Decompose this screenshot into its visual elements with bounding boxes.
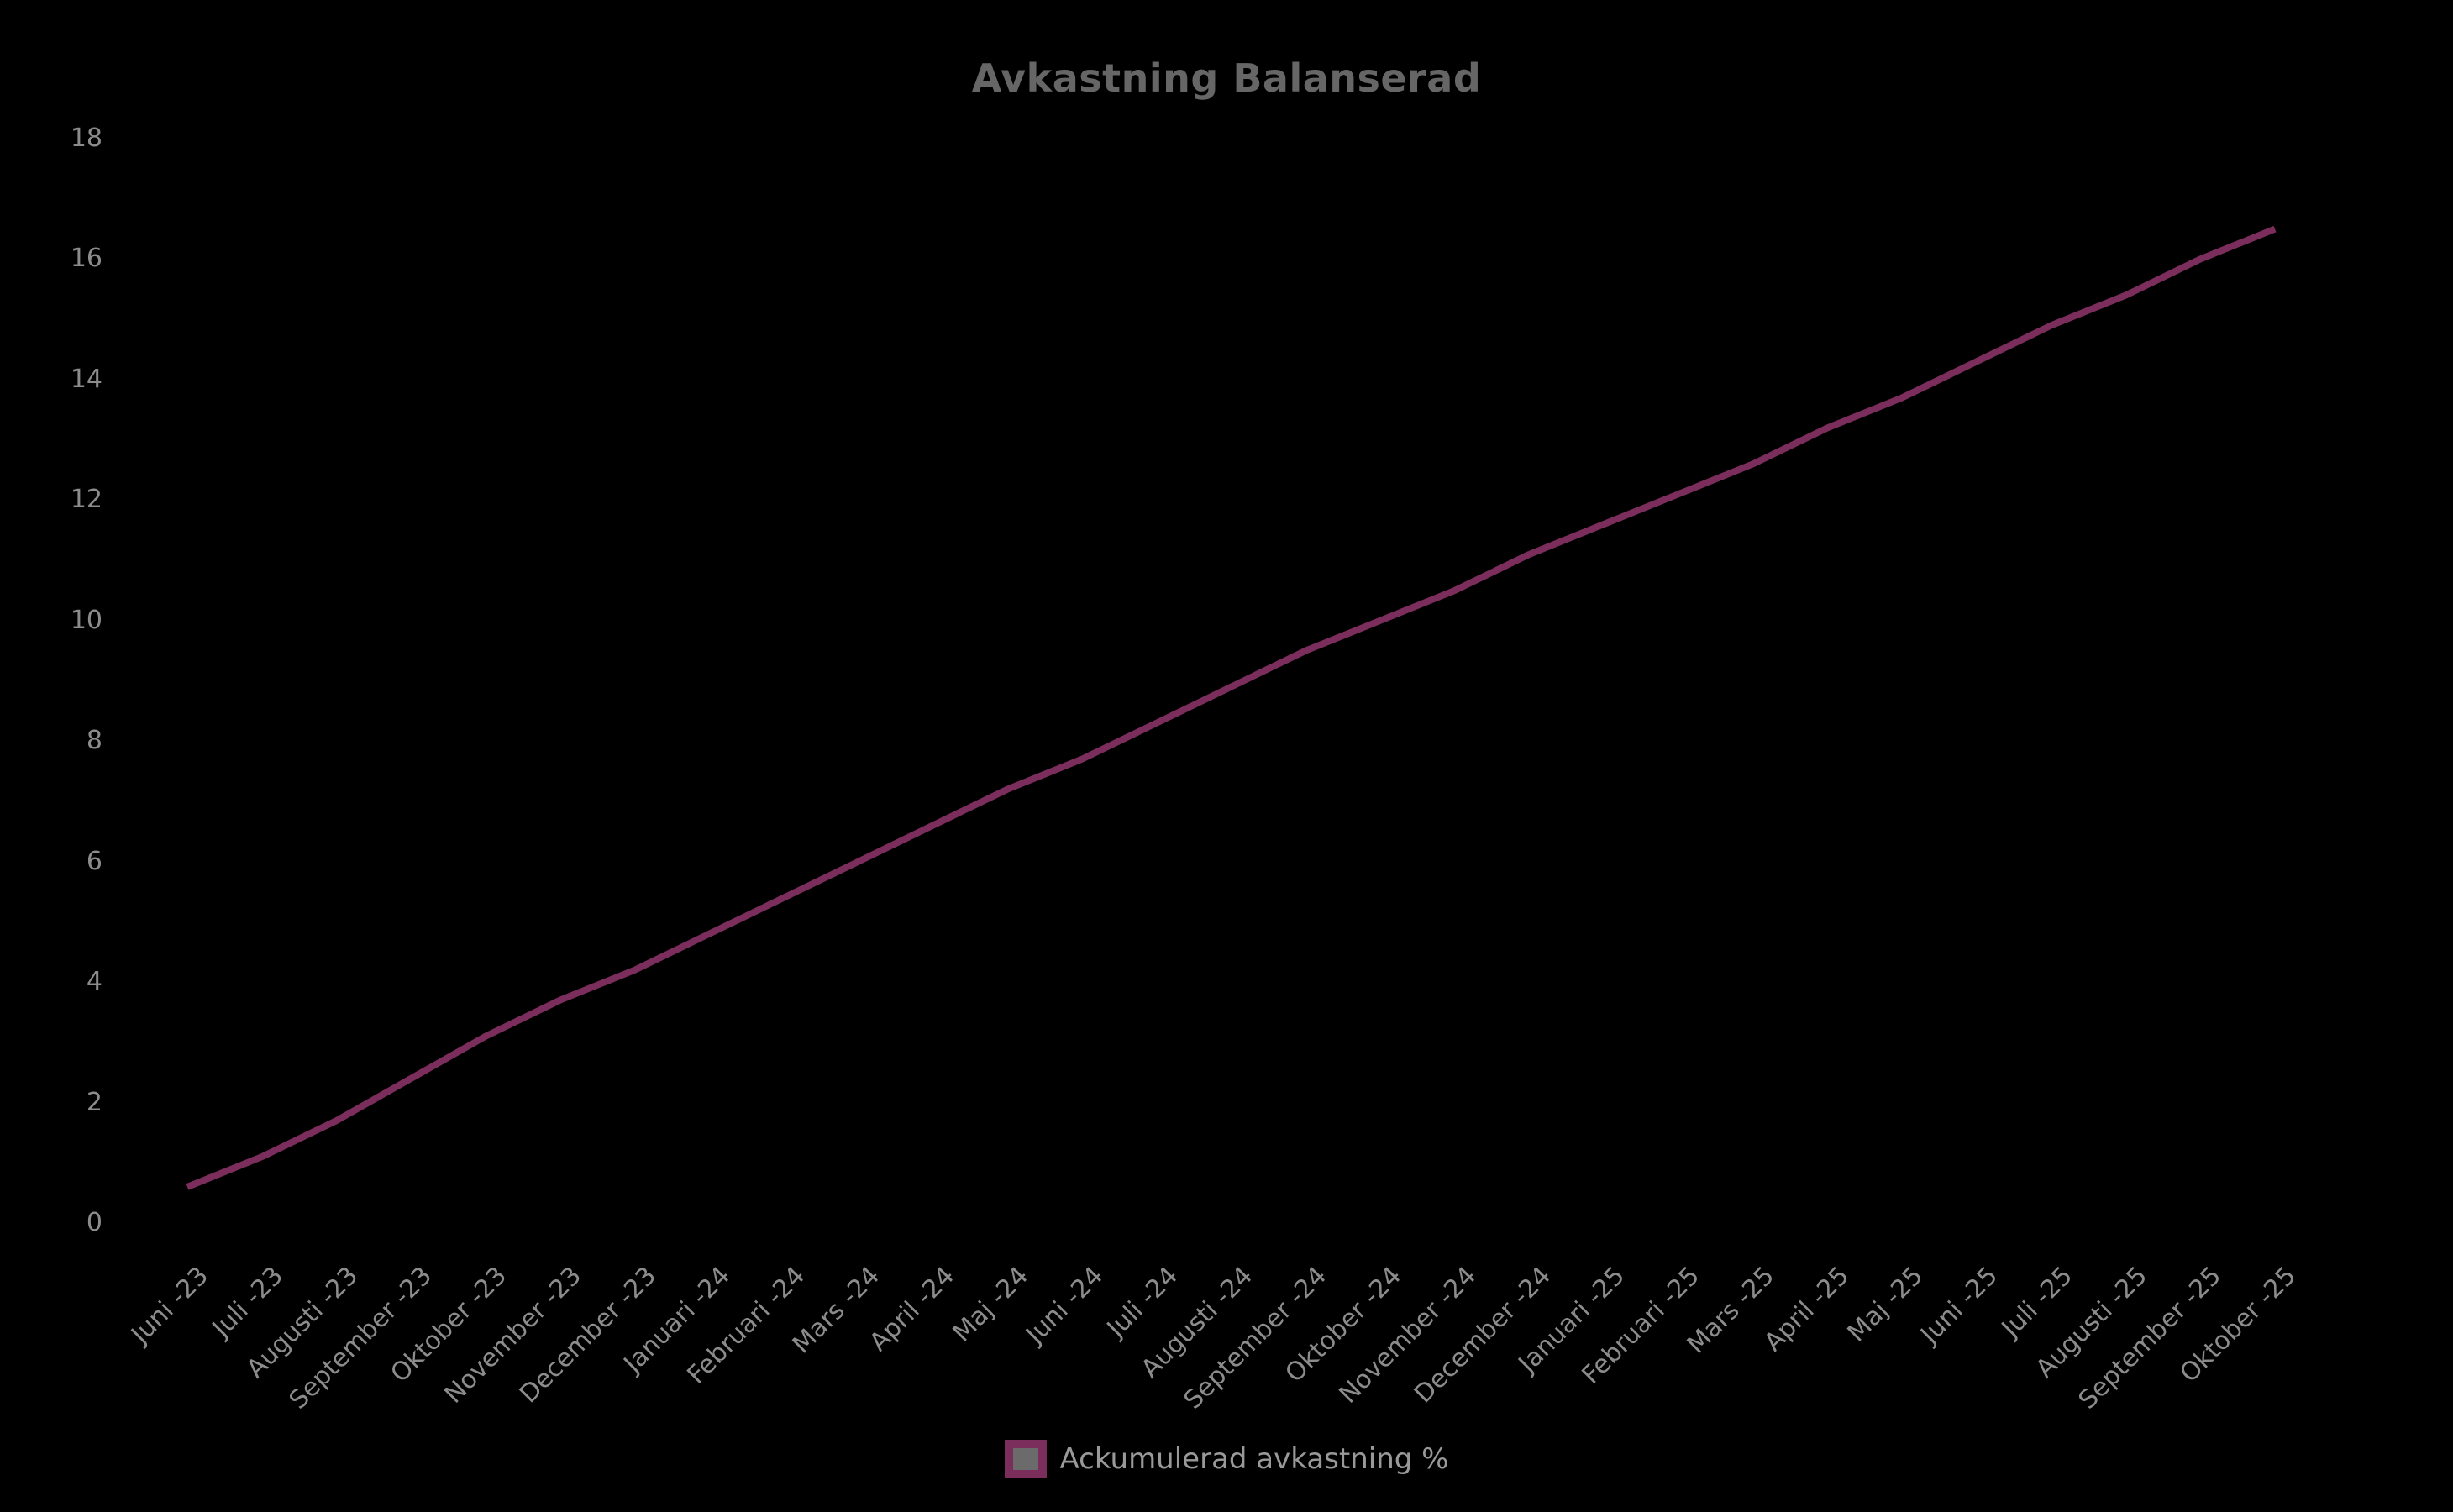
y-tick-label-6: 6	[86, 846, 102, 876]
y-tick-label-16: 16	[70, 244, 102, 274]
y-tick-label-14: 14	[70, 364, 102, 394]
y-tick-label-12: 12	[70, 485, 102, 515]
y-axis: 0 2 4 6 8 10 12 14 16 18	[0, 0, 102, 1512]
legend: Ackumulerad avkastning %	[0, 1440, 2453, 1478]
chart-title: Avkastning Balanserad	[971, 55, 1482, 101]
y-tick-label-18: 18	[70, 123, 102, 153]
legend-swatch-icon	[1004, 1440, 1047, 1478]
y-tick-label-2: 2	[86, 1087, 102, 1117]
y-tick-label-8: 8	[86, 726, 102, 756]
y-tick-label-4: 4	[86, 967, 102, 997]
legend-item-ackumulerad-avkastning[interactable]: Ackumulerad avkastning %	[1004, 1440, 1449, 1478]
series-line	[186, 225, 2277, 1190]
y-tick-label-10: 10	[70, 605, 102, 635]
legend-label: Ackumulerad avkastning %	[1059, 1442, 1449, 1476]
y-tick-label-0: 0	[86, 1208, 102, 1237]
